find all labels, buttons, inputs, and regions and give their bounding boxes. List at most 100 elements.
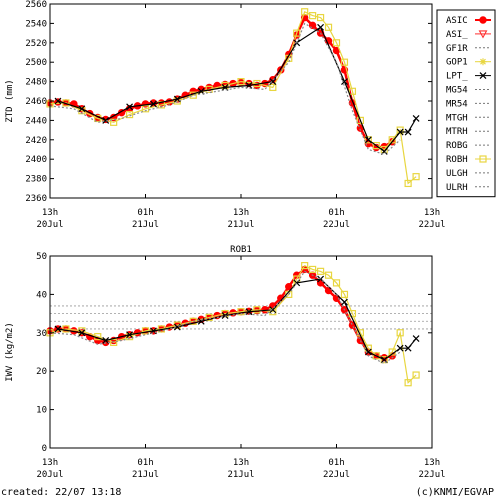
data-point	[412, 371, 420, 379]
data-point	[388, 136, 396, 144]
created-timestamp: created: 22/07 13:18	[1, 487, 122, 498]
y-tick-label: 2360	[25, 194, 47, 204]
data-point	[364, 136, 372, 144]
y-tick-label: 2440	[25, 116, 47, 126]
y-tick-label: 20	[36, 367, 47, 377]
data-point	[125, 333, 134, 341]
data-point	[269, 308, 277, 316]
legend-label: MTGH	[446, 113, 468, 123]
data-point	[221, 312, 229, 319]
data-point	[245, 308, 253, 316]
data-point	[189, 317, 197, 325]
x-tick-label-date: 21Jul	[132, 470, 159, 480]
data-point	[364, 136, 372, 144]
y-tick-label: 40	[36, 290, 47, 300]
data-point	[404, 379, 412, 387]
legend-label: ROBG	[446, 141, 468, 151]
legend-box	[436, 9, 496, 198]
x-tick-label-time: 01h	[137, 458, 153, 468]
data-point	[380, 356, 388, 364]
legend-label: MTRH	[446, 127, 468, 137]
legend: ASIC ASI_ GF1R GOP1 LPT_ MG54 MR54 MTGH MTRH ROBG…	[436, 9, 496, 198]
data-point	[110, 338, 118, 346]
legend-label: ULGH	[446, 169, 468, 179]
data-point	[332, 279, 341, 287]
data-point	[404, 344, 412, 352]
y-tick-label: 2560	[25, 0, 47, 10]
x-tick-label-date: 20Jul	[36, 470, 63, 480]
data-point	[309, 265, 317, 274]
copyright-credit: (c)KNMI/EGVAP	[415, 487, 494, 498]
x-tick-label-time: 01h	[328, 458, 344, 468]
data-point	[396, 329, 404, 337]
y-tick-label: 2380	[25, 175, 47, 185]
data-point	[269, 83, 277, 92]
data-point	[316, 267, 325, 275]
data-point	[317, 23, 325, 31]
data-point	[126, 331, 134, 339]
legend-marker	[478, 30, 488, 39]
legend-label: ROBH	[446, 155, 468, 165]
series-line	[49, 270, 401, 365]
data-point	[54, 97, 62, 105]
plot-frame	[49, 3, 433, 199]
data-point	[396, 126, 404, 134]
y-tick-label: 2420	[25, 136, 47, 146]
data-point	[316, 13, 325, 22]
data-point	[412, 335, 420, 342]
legend-label: GF1R	[446, 44, 468, 54]
y-axis-label: ZTD (mm)	[5, 79, 15, 122]
x-tick-label-time: 13h	[42, 208, 58, 218]
data-point	[78, 327, 86, 335]
series-line	[57, 278, 417, 361]
data-point	[150, 100, 157, 108]
data-point	[237, 308, 245, 316]
data-point	[324, 271, 333, 279]
x-tick-label-date: 21Jul	[227, 470, 254, 480]
data-point	[412, 115, 420, 122]
legend-marker	[479, 58, 487, 66]
data-point	[332, 39, 341, 47]
x-tick-label-time: 13h	[233, 458, 249, 468]
data-point	[125, 110, 134, 119]
chart-panel-1: 2360 2380 2400 2420 2440 2460 2480 2500 2520 2540…	[5, 0, 496, 230]
x-tick-label-time: 13h	[233, 208, 249, 218]
data-point	[126, 103, 134, 111]
data-point	[404, 128, 412, 136]
series-gf1r	[49, 270, 401, 365]
x-tick-label-time: 01h	[328, 208, 344, 218]
y-tick-label: 50	[36, 252, 47, 262]
legend-label: GOP1	[446, 58, 468, 68]
data-point	[372, 352, 380, 360]
plot-frame	[49, 255, 433, 449]
data-point	[253, 306, 261, 314]
x-tick-label-time: 01h	[137, 208, 153, 218]
data-point	[324, 23, 333, 31]
data-point	[396, 128, 404, 136]
y-tick-label: 30	[36, 329, 47, 339]
data-point	[364, 348, 372, 356]
data-point	[341, 298, 348, 306]
data-point	[141, 327, 150, 335]
data-point	[205, 313, 213, 322]
legend-label: MR54	[446, 99, 468, 109]
series-robh	[46, 8, 420, 188]
data-point	[356, 116, 364, 125]
y-tick-label: 2500	[25, 58, 47, 68]
series-robh	[46, 262, 420, 387]
y-tick-label: 2540	[25, 19, 47, 29]
legend-marker	[479, 155, 487, 163]
data-point	[110, 118, 118, 126]
data-point	[372, 142, 380, 150]
legend-label: ASI_	[446, 30, 468, 40]
data-point	[62, 325, 70, 333]
x-tick-label-date: 20Jul	[36, 220, 63, 230]
y-tick-label: 2400	[25, 155, 47, 165]
data-point	[173, 321, 181, 329]
data-point	[78, 329, 86, 337]
data-point	[348, 87, 357, 95]
x-tick-label-date: 22Jul	[418, 470, 445, 480]
chart-title: ROB1	[230, 245, 252, 255]
x-tick-label-time: 13h	[424, 458, 440, 468]
